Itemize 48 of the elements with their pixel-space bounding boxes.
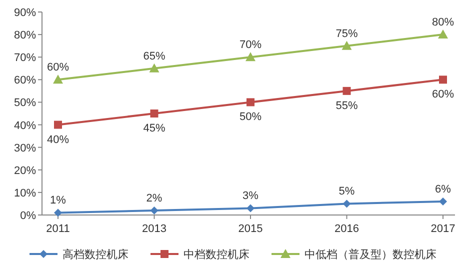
point — [342, 200, 351, 208]
data-label: 45% — [143, 122, 166, 134]
point — [53, 74, 63, 84]
point — [342, 40, 352, 50]
point — [150, 110, 158, 118]
point — [149, 63, 160, 72]
point — [246, 98, 254, 106]
data-label: 60% — [432, 88, 454, 101]
point — [246, 204, 254, 212]
x-tick-label: 2016 — [334, 223, 359, 235]
y-tick-label: 0% — [20, 210, 36, 222]
point — [439, 197, 447, 206]
y-tick-label: 20% — [14, 164, 36, 177]
y-tick-label: 40% — [14, 120, 36, 132]
legend-label: 中低档（普及型）数控机床 — [304, 248, 436, 261]
point — [150, 206, 158, 214]
data-label: 75% — [336, 28, 358, 40]
legend-label: 高档数控机床 — [62, 248, 128, 261]
y-tick-label: 10% — [14, 187, 36, 200]
x-tick-label: 2015 — [238, 223, 263, 235]
data-label: 65% — [143, 50, 166, 62]
point — [54, 208, 62, 217]
x-tick-label: 2011 — [46, 223, 70, 235]
data-label: 1% — [50, 194, 66, 207]
legend-label: 中档数控机床 — [184, 248, 250, 261]
data-label: 50% — [239, 111, 262, 124]
y-tick-label: 30% — [14, 142, 36, 154]
y-tick-label: 50% — [14, 97, 36, 110]
x-tick-label: 2017 — [430, 223, 456, 235]
point — [54, 120, 62, 129]
data-label: 6% — [435, 183, 452, 196]
point — [246, 52, 256, 62]
data-label: 70% — [239, 39, 262, 52]
data-label: 60% — [46, 62, 70, 74]
data-label: 40% — [46, 134, 70, 146]
data-label: 5% — [338, 186, 355, 198]
data-label: 80% — [432, 16, 454, 29]
y-tick-label: 80% — [14, 30, 36, 42]
point — [438, 30, 448, 39]
y-tick-label: 60% — [14, 74, 36, 87]
data-label: 2% — [146, 192, 162, 204]
data-label: 55% — [336, 100, 358, 112]
x-tick-label: 2013 — [142, 223, 166, 235]
y-tick-label: 70% — [14, 52, 36, 64]
point — [342, 86, 351, 95]
point — [439, 76, 447, 84]
y-tick-label: 90% — [14, 7, 36, 19]
data-label: 3% — [242, 190, 259, 202]
